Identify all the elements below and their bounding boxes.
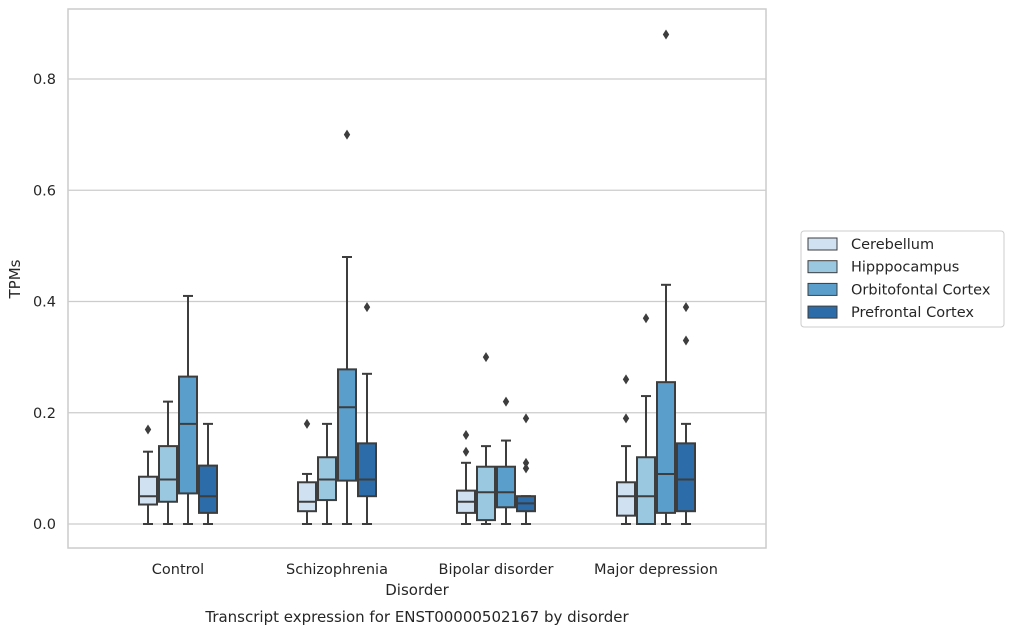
legend-frame [800,230,1005,328]
outlier-point [462,430,470,440]
outlier-point [522,457,530,468]
legend-entry-label: Hipppocampus [851,260,959,276]
y-axis-ticks: 0.0 0.2 0.4 0.6 0.8 [33,72,56,533]
outlier-point [682,302,690,313]
outlier-point [522,463,530,474]
box [616,481,636,517]
outlier-point [343,129,351,140]
outlier-point [622,374,630,385]
outlier-point [303,418,311,429]
outlier-point [363,302,371,313]
y-axis-label: TPMs [6,259,24,299]
box [636,456,656,525]
legend-swatch [807,282,838,296]
box [198,464,218,514]
box [676,442,696,513]
outlier-point [662,29,670,40]
y-tick-label: 0.6 [33,183,56,199]
series-orbitofontal-cortex [178,29,676,525]
outlier-point [622,413,630,424]
outlier-point [462,446,470,457]
outlier-point [144,424,152,435]
box-groups [138,29,696,525]
outlier-point [482,352,490,363]
outlier-point [682,335,690,346]
legend-swatch [807,305,838,319]
x-tick-label: Schizophrenia [286,562,388,578]
legend-entry-label: Cerebellum [851,237,934,253]
chart-caption: Transcript expression for ENST0000050216… [204,608,629,626]
box [496,465,516,509]
box [357,442,377,498]
legend-entry-label: Orbitofontal Cortex [851,282,991,298]
y-tick-label: 0.2 [33,406,56,422]
x-axis-label: Disorder [385,581,449,599]
x-tick-label: Bipolar disorder [439,562,554,578]
legend-entry-label: Prefrontal Cortex [851,305,974,321]
box [656,381,676,514]
box [178,375,198,495]
outlier-point [642,313,650,324]
plot-frame [67,8,767,549]
outlier-point [522,413,530,424]
series-hipppocampus [158,313,656,525]
y-tick-label: 0.4 [33,295,56,311]
x-tick-label: Control [152,562,204,578]
x-tick-label: Major depression [594,562,718,578]
series-cerebellum [138,374,636,525]
legend-swatch [807,237,838,251]
box [138,475,158,506]
box [297,481,317,513]
y-tick-label: 0.0 [33,517,56,533]
outlier-point [502,396,510,407]
box [158,445,178,503]
x-axis-ticks: Control Schizophrenia Bipolar disorder Majo… [152,562,718,578]
series-prefrontal-cortex [198,302,696,525]
legend-swatch [807,260,838,274]
y-tick-label: 0.8 [33,72,56,88]
box [476,465,496,522]
box [337,368,357,482]
legend: Cerebellum Hipppocampus Orbitofontal Corte… [800,230,1005,328]
